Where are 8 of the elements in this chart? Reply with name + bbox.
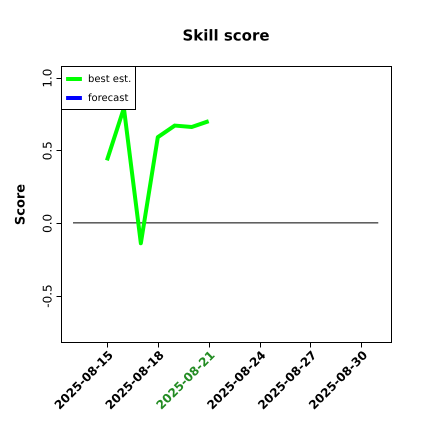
y-tick-label: 0.0 (40, 214, 54, 233)
y-tick-label: 0.5 (40, 141, 54, 160)
chart-title: Skill score (182, 26, 270, 44)
y-tick-label: 1.0 (40, 68, 54, 88)
legend-label: best est. (88, 74, 132, 85)
legend-label: forecast (88, 93, 129, 104)
y-axis-title: Score (14, 184, 28, 226)
y-tick-label: -0.5 (40, 284, 54, 308)
